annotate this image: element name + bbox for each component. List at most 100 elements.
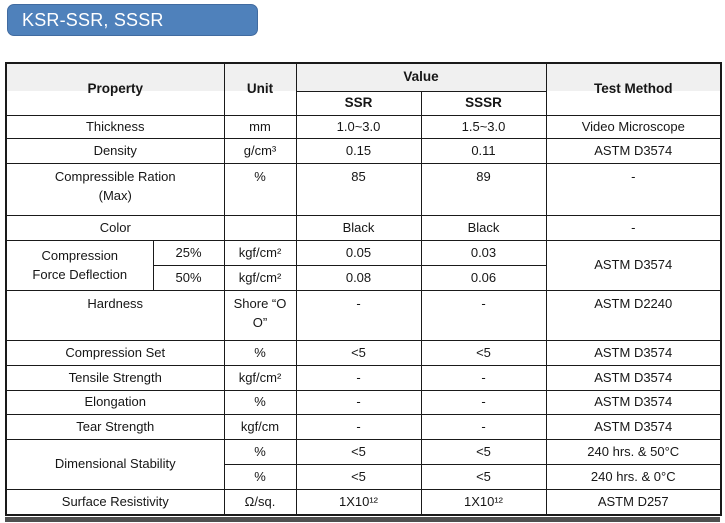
property-line-2: (Max) (98, 188, 132, 203)
sssr-value-cell: 1.5~3.0 (420, 114, 547, 139)
ssr-value-cell: - (295, 413, 422, 440)
unit-cell: mm (223, 114, 297, 139)
unit-cell: kgf/cm² (223, 364, 297, 391)
unit-cell: % (223, 162, 297, 216)
ssr-value-cell: Black (295, 214, 422, 241)
test-method-cell: 240 hrs. & 0°C (545, 463, 722, 490)
test-method-cell: ASTM D3574 (545, 389, 722, 415)
ssr-value-cell: - (295, 389, 422, 415)
row-compression-set: Compression Set % <5 <5 ASTM D3574 (5, 339, 722, 366)
test-method-cell: ASTM D2240 (545, 289, 722, 341)
property-line-1: Compressible Ration (54, 168, 176, 184)
test-method-cell: ASTM D3574 (545, 137, 722, 164)
col-header-sssr: SSSR (420, 90, 547, 116)
sssr-value-cell: - (420, 289, 547, 341)
test-method-cell: ASTM D3574 (545, 339, 722, 366)
unit-cell: % (223, 339, 297, 366)
property-cell: Thickness (5, 114, 225, 139)
col-header-unit: Unit (223, 62, 297, 116)
row-color: Color Black Black - (5, 214, 722, 241)
property-cell: Color (5, 214, 225, 241)
col-header-property: Property (5, 62, 225, 116)
sssr-value-cell: 1X10¹² (420, 488, 547, 516)
bottom-rule-divider (5, 517, 720, 522)
sssr-value-cell: - (420, 364, 547, 391)
spec-table: Property Unit Value Test Method SSR SSSR… (5, 62, 722, 516)
property-line-2: Force Deflection (32, 267, 128, 282)
page-title: KSR-SSR, SSSR (22, 9, 164, 30)
property-cell: Elongation (5, 389, 225, 415)
ssr-value-cell: <5 (295, 463, 422, 490)
header-row-2: SSR SSSR (6, 90, 721, 116)
ssr-value-cell: 0.08 (295, 264, 422, 291)
ssr-value-cell: <5 (295, 339, 422, 366)
sssr-value-cell: <5 (420, 339, 547, 366)
row-compressible-ration: Compressible Ration (Max) % 85 89 - (5, 162, 722, 216)
sssr-value-cell: <5 (420, 463, 547, 490)
unit-cell: % (223, 463, 297, 490)
unit-cell: % (223, 438, 297, 465)
sub-property-cell: 25% (152, 239, 225, 266)
row-surface-resistivity: Surface Resistivity Ω/sq. 1X10¹² 1X10¹² … (5, 488, 722, 516)
property-cell: Compressible Ration (Max) (5, 162, 225, 216)
ssr-value-cell: - (295, 364, 422, 391)
property-cell: Compression Force Deflection (5, 239, 154, 291)
col-header-value: Value (295, 62, 547, 92)
property-cell: Tear Strength (5, 413, 225, 440)
sssr-value-cell: 0.03 (420, 239, 547, 266)
test-method-cell: ASTM D3574 (545, 364, 722, 391)
header-row-1: Property Unit Value Test Method (5, 62, 722, 116)
property-cell: Density (5, 137, 225, 164)
sssr-value-cell: 0.06 (420, 264, 547, 291)
sssr-value-cell: 0.11 (420, 137, 547, 164)
property-line-1: Compression (41, 247, 119, 263)
unit-cell: Shore “O O” (223, 289, 297, 341)
unit-cell: Ω/sq. (223, 488, 297, 516)
test-method-cell: ASTM D3574 (545, 413, 722, 440)
test-method-cell: - (545, 214, 722, 241)
row-cfd-25: Compression Force Deflection 25% kgf/cm²… (5, 239, 722, 291)
row-tear-strength: Tear Strength kgf/cm - - ASTM D3574 (5, 413, 722, 440)
test-method-cell: Video Microscope (545, 114, 722, 139)
col-header-test-method: Test Method (545, 62, 722, 116)
row-cfd-50: 50% kgf/cm² 0.08 0.06 (6, 264, 721, 291)
row-dimensional-stability-1: Dimensional Stability % <5 <5 240 hrs. &… (5, 438, 722, 490)
ssr-value-cell: 85 (295, 162, 422, 216)
ssr-value-cell: - (295, 289, 422, 341)
unit-cell: kgf/cm² (223, 239, 297, 266)
property-cell: Tensile Strength (5, 364, 225, 391)
row-elongation: Elongation % - - ASTM D3574 (5, 389, 722, 415)
unit-cell: % (223, 389, 297, 415)
unit-cell: kgf/cm² (223, 264, 297, 291)
sssr-value-cell: - (420, 389, 547, 415)
property-cell: Hardness (5, 289, 225, 341)
sssr-value-cell: - (420, 413, 547, 440)
ssr-value-cell: 1X10¹² (295, 488, 422, 516)
test-method-cell: - (545, 162, 722, 216)
test-method-cell: ASTM D257 (545, 488, 722, 516)
ssr-value-cell: 0.05 (295, 239, 422, 266)
test-method-cell: ASTM D3574 (545, 239, 722, 291)
ssr-value-cell: 1.0~3.0 (295, 114, 422, 139)
unit-cell: kgf/cm (223, 413, 297, 440)
sssr-value-cell: 89 (420, 162, 547, 216)
ssr-value-cell: <5 (295, 438, 422, 465)
sssr-value-cell: <5 (420, 438, 547, 465)
row-dimensional-stability-2: % <5 <5 240 hrs. & 0°C (6, 463, 722, 490)
row-hardness: Hardness Shore “O O” - - ASTM D2240 (5, 289, 722, 341)
row-thickness: Thickness mm 1.0~3.0 1.5~3.0 Video Micro… (5, 114, 722, 139)
property-cell: Compression Set (5, 339, 225, 366)
ssr-value-cell: 0.15 (295, 137, 422, 164)
row-density: Density g/cm³ 0.15 0.11 ASTM D3574 (5, 137, 722, 164)
unit-cell (223, 214, 297, 241)
property-cell: Dimensional Stability (5, 438, 225, 490)
page-title-banner: KSR-SSR, SSSR (7, 4, 258, 36)
sssr-value-cell: Black (420, 214, 547, 241)
sub-property-cell: 50% (152, 264, 225, 291)
property-cell: Surface Resistivity (5, 488, 225, 516)
row-tensile-strength: Tensile Strength kgf/cm² - - ASTM D3574 (5, 364, 722, 391)
test-method-cell: 240 hrs. & 50°C (545, 438, 722, 465)
unit-cell: g/cm³ (223, 137, 297, 164)
col-header-ssr: SSR (295, 90, 422, 116)
